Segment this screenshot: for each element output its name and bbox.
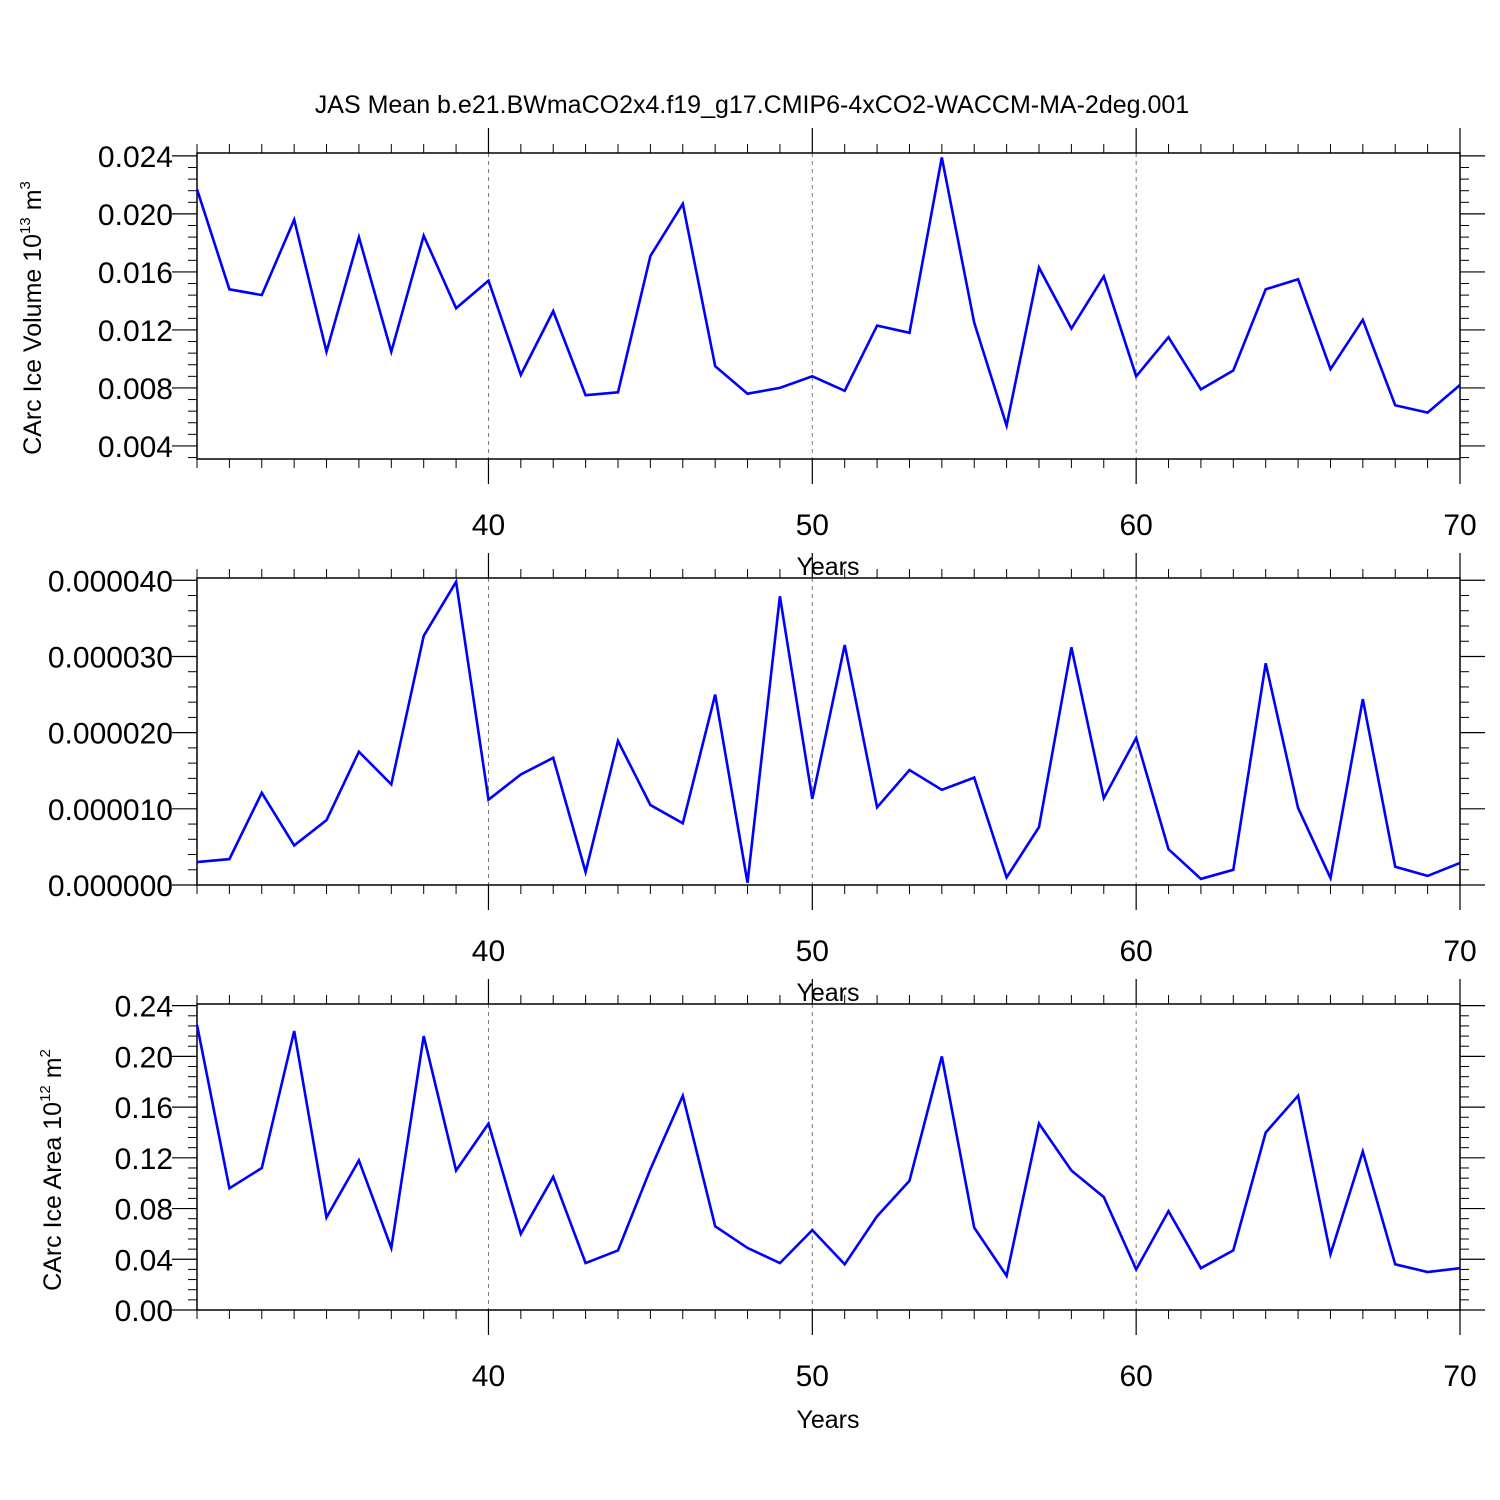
area-y-tick-label: 0.24 <box>115 991 173 1024</box>
volume-y-tick-label: 0.020 <box>98 199 173 232</box>
volume-y-tick-label: 0.016 <box>98 257 173 290</box>
volume-y-tick-label: 0.024 <box>98 141 173 174</box>
area-y-tick-label: 0.20 <box>115 1041 173 1074</box>
area-y-tick-label: 0.16 <box>115 1092 173 1125</box>
panel-middle-xlabel: Years <box>796 979 859 1007</box>
middle-y-tick-label: 0.000020 <box>48 718 173 751</box>
area-x-tick-label-40: 40 <box>472 1360 505 1393</box>
volume-x-tick-label-70: 70 <box>1443 509 1476 542</box>
area-y-tick-label: 0.12 <box>115 1143 173 1176</box>
area-plot-frame <box>196 1003 1461 1311</box>
area-x-tick-label-70: 70 <box>1443 1360 1476 1393</box>
middle-x-tick-label-60: 60 <box>1119 935 1152 968</box>
area-y-tick-label: 0.08 <box>115 1194 173 1227</box>
middle-y-tick-label: 0.000010 <box>48 794 173 827</box>
volume-plot-frame <box>196 152 1461 460</box>
volume-y-tick-label: 0.012 <box>98 315 173 348</box>
volume-x-tick-label-40: 40 <box>472 509 505 542</box>
panel-middle-plot-area: 40 50 60 70 0.000000 0.000010 0.000020 0.000030… <box>48 553 1485 968</box>
panel-ice-volume: 40 50 60 70 0.004 0.008 0.012 0.016 0.020 0.024 Y… <box>17 128 1485 581</box>
middle-series-line <box>196 578 1461 883</box>
middle-y-tick-label: 0.000030 <box>48 641 173 674</box>
middle-x-tick-label-40: 40 <box>472 935 505 968</box>
panel-ice-area-xlabel: Years <box>796 1406 859 1434</box>
volume-x-tick-label-50: 50 <box>796 509 829 542</box>
middle-x-tick-label-50: 50 <box>796 935 829 968</box>
panel-ice-volume-xlabel: Years <box>796 553 859 581</box>
panel-ice-volume-plot-area: 40 50 60 70 0.004 0.008 0.012 0.016 0.020 0.024 <box>98 128 1485 542</box>
middle-y-tick-label: 0.000040 <box>48 565 173 598</box>
middle-x-tick-label-70: 70 <box>1443 935 1476 968</box>
panel-ice-area-ylabel: CArc Ice Area 1012 m2 <box>37 1049 67 1291</box>
volume-y-tick-label: 0.004 <box>98 431 173 464</box>
panel-ice-volume-ylabel: CArc Ice Volume 1013 m3 <box>17 181 47 455</box>
area-y-tick-label: 0.00 <box>115 1295 173 1328</box>
middle-plot-frame <box>196 577 1461 886</box>
figure-title: JAS Mean b.e21.BWmaCO2x4.f19_g17.CMIP6-4… <box>315 91 1189 119</box>
volume-x-tick-label-60: 60 <box>1119 509 1152 542</box>
middle-y-tick-label: 0.000000 <box>48 870 173 903</box>
panel-ice-area-plot-area: 40 50 60 70 0.00 0.04 0.08 0.12 0.16 0.20 0.24 <box>115 979 1485 1393</box>
area-series-line <box>195 1024 1461 1280</box>
panel-middle: 40 50 60 70 0.000000 0.000010 0.000020 0.000030… <box>48 553 1485 1007</box>
area-y-tick-label: 0.04 <box>115 1244 173 1277</box>
area-x-tick-label-50: 50 <box>796 1360 829 1393</box>
panel-ice-area: 40 50 60 70 0.00 0.04 0.08 0.12 0.16 0.20 0.24 Yea… <box>37 979 1485 1434</box>
volume-series-line <box>195 157 1461 431</box>
volume-y-tick-label: 0.008 <box>98 373 173 406</box>
area-x-tick-label-60: 60 <box>1119 1360 1152 1393</box>
